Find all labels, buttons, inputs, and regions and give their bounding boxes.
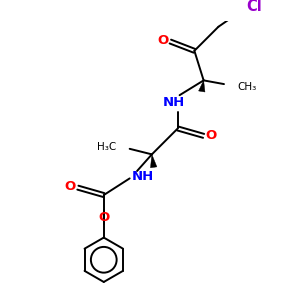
Text: NH: NH (163, 96, 185, 109)
Text: O: O (65, 180, 76, 193)
Text: CH₃: CH₃ (237, 82, 256, 92)
Polygon shape (199, 80, 205, 92)
Text: O: O (98, 211, 110, 224)
Text: O: O (206, 129, 217, 142)
Text: H₃C: H₃C (98, 142, 117, 152)
Text: Cl: Cl (246, 0, 262, 14)
Text: NH: NH (131, 170, 154, 183)
Text: O: O (157, 34, 169, 47)
Polygon shape (151, 154, 157, 168)
